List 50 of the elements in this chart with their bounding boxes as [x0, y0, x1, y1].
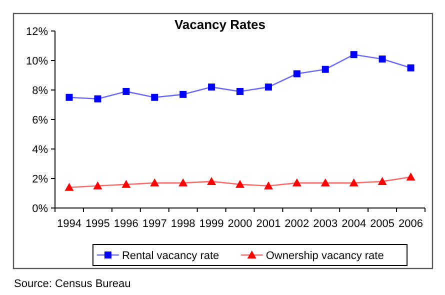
- point: [207, 176, 216, 185]
- x-tick-label: 2000: [228, 218, 252, 230]
- point: [236, 180, 244, 188]
- point: [292, 178, 302, 186]
- point: [122, 180, 131, 188]
- point: [122, 88, 130, 95]
- point: [320, 178, 330, 186]
- legend-label: Ownership vacancy rate: [266, 250, 384, 262]
- point: [178, 178, 188, 186]
- x-tick-label: 1995: [85, 218, 110, 230]
- point: [150, 178, 160, 186]
- point: [350, 51, 358, 58]
- point: [264, 181, 273, 190]
- point: [264, 84, 272, 91]
- y-tick-label: 6%: [32, 114, 48, 126]
- x-tick-label: 2004: [342, 218, 366, 230]
- point: [151, 94, 158, 101]
- point: [293, 70, 300, 78]
- y-tick-label: 8%: [32, 85, 48, 97]
- point: [378, 56, 386, 63]
- y-tick-label: 10%: [26, 56, 48, 68]
- point: [236, 88, 244, 95]
- x-tick-label: 2006: [398, 218, 424, 230]
- point: [66, 94, 73, 101]
- source-note: Source: Census Bureau: [14, 278, 131, 290]
- x-tick-label: 2005: [370, 218, 395, 230]
- point: [93, 181, 102, 190]
- y-tick-label: 2%: [32, 174, 48, 186]
- y-tick-label: 12%: [26, 26, 48, 38]
- point: [378, 176, 387, 185]
- point: [180, 90, 187, 98]
- point: [208, 84, 216, 91]
- x-tick-label: 1994: [56, 218, 82, 230]
- x-tick-label: 1998: [170, 218, 196, 230]
- x-tick-label: 2001: [256, 218, 281, 230]
- point: [64, 182, 74, 191]
- x-tick-label: 2002: [284, 218, 310, 230]
- chart-title: Vacancy Rates: [174, 17, 266, 32]
- point: [94, 95, 102, 102]
- y-tick-label: 0%: [32, 203, 48, 215]
- x-tick-label: 1997: [142, 218, 167, 230]
- legend-label: Rental vacancy rate: [122, 250, 220, 262]
- y-tick-label: 4%: [32, 144, 48, 156]
- point: [322, 66, 329, 73]
- x-tick-label: 2003: [313, 218, 338, 230]
- point: [349, 178, 358, 186]
- x-tick-label: 1999: [199, 218, 224, 230]
- point: [406, 172, 416, 181]
- point: [407, 64, 414, 72]
- x-tick-label: 1996: [114, 218, 138, 230]
